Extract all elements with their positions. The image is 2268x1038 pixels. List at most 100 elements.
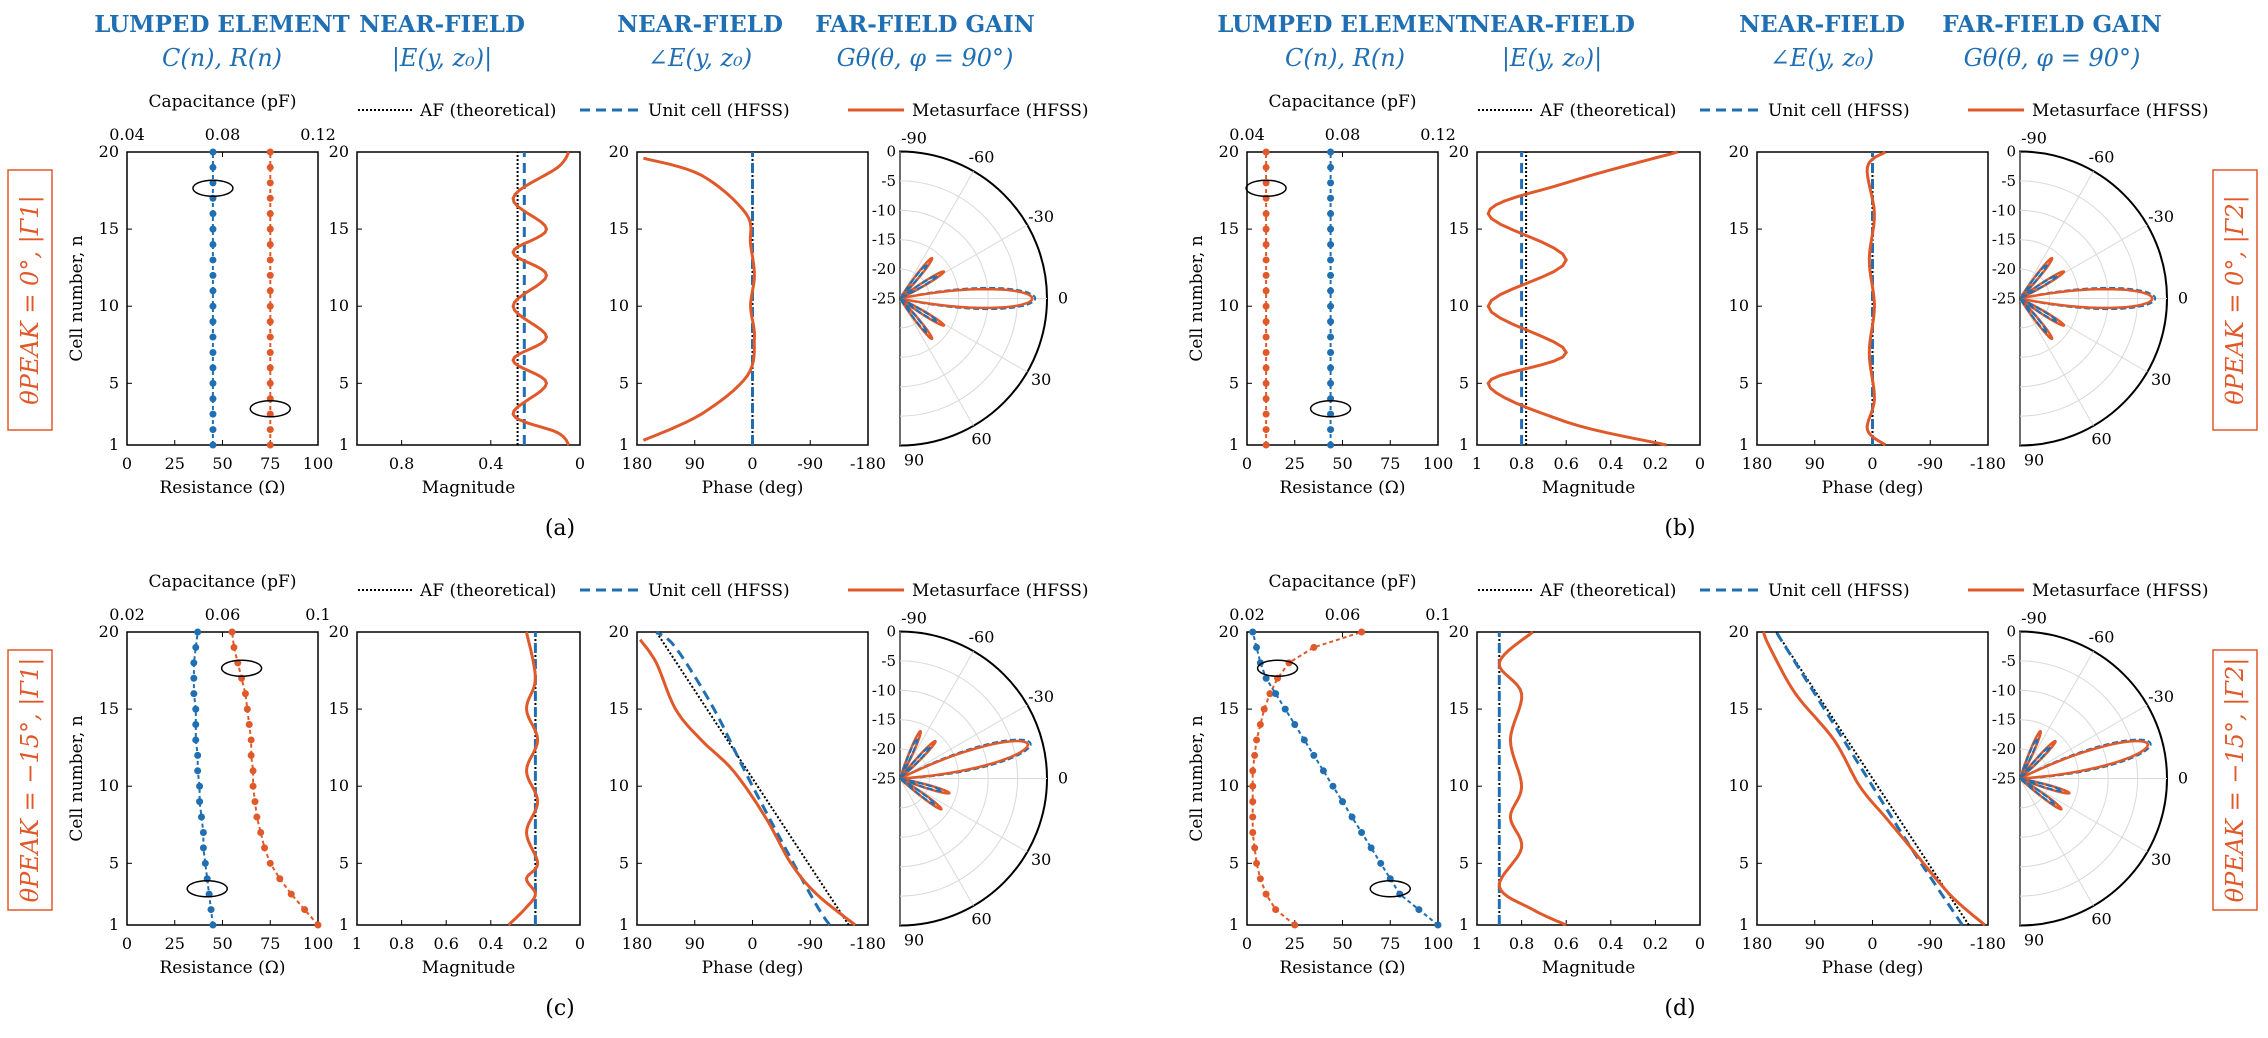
magnitude-tick: 0.8: [389, 934, 414, 953]
phase-tick: 180: [1742, 454, 1773, 473]
phase-axis-label: Phase (deg): [1822, 478, 1924, 498]
polar-lobe: [899, 736, 919, 779]
cell-tick: 15: [329, 219, 349, 238]
magnitude-tick: 0.6: [1553, 454, 1578, 473]
resistance-point: [209, 441, 217, 449]
legend: AF (theoretical) Unit cell (HFSS) Metasurf…: [1478, 101, 2209, 121]
phase-axes-box: [1756, 631, 1989, 926]
capacitance-point: [1291, 721, 1299, 729]
axis-indicator-ellipse: [220, 659, 263, 678]
legend-unit-label: Unit cell (HFSS): [648, 581, 790, 601]
resistance-tick: 0: [1242, 934, 1252, 953]
polar-theta-tick: -60: [2089, 147, 2115, 166]
resistance-point: [230, 643, 238, 651]
capacitance-point: [1327, 163, 1335, 171]
polar-theta-tick: 90: [2024, 451, 2044, 470]
cell-tick: 10: [1219, 296, 1239, 315]
polar-theta-tick: -60: [969, 627, 995, 646]
polar-lobe: [899, 274, 939, 300]
cell-tick: 5: [1739, 853, 1749, 872]
side-label-box: [7, 169, 53, 431]
resistance-point: [1262, 148, 1270, 156]
capacitance-point: [1327, 302, 1335, 310]
legend-af-label: AF (theoretical): [419, 101, 556, 121]
capacitance-point: [1327, 225, 1335, 233]
resistance-point: [209, 318, 217, 326]
resistance-point: [1249, 813, 1257, 821]
phase-tick: 0: [1867, 454, 1877, 473]
resistance-point: [1262, 333, 1270, 341]
resistance-axis-label: Resistance (Ω): [159, 478, 285, 498]
phase-meta-line: [1762, 631, 1986, 927]
capacitance-point: [192, 736, 200, 744]
capacitance-point: [1327, 348, 1335, 356]
polar-theta-tick: 90: [904, 451, 924, 470]
phase-meta-line: [639, 638, 857, 927]
cell-tick: 5: [1739, 373, 1749, 392]
phase-tick: -90: [797, 454, 823, 473]
capacitance-point: [1253, 643, 1261, 651]
phase-axis-label: Phase (deg): [702, 958, 804, 978]
cell-tick: 5: [109, 373, 119, 392]
polar-theta-tick: -30: [2148, 207, 2174, 226]
resistance-tick: 50: [212, 934, 232, 953]
resistance-tick: 25: [1285, 934, 1305, 953]
capacitance-point: [1327, 179, 1335, 187]
magnitude-tick: 0.2: [1643, 934, 1668, 953]
polar-r-tick: -15: [872, 711, 896, 729]
capacitance-point: [1327, 364, 1335, 372]
magnitude-tick: 0.4: [1598, 934, 1623, 953]
polar-theta-tick: 30: [1031, 370, 1051, 389]
capacitance-point: [1327, 333, 1335, 341]
resistance-point: [209, 225, 217, 233]
resistance-tick: 100: [303, 934, 334, 953]
resistance-tick: 0: [1242, 454, 1252, 473]
capacitance-tick: 0.12: [300, 125, 336, 144]
capacitance-point: [199, 844, 207, 852]
resistance-tick: 0: [122, 934, 132, 953]
resistance-point: [209, 148, 217, 156]
cell-tick: 5: [1229, 853, 1239, 872]
polar-r-tick: -10: [1992, 201, 2016, 219]
capacitance-tick: 0.1: [305, 605, 330, 624]
cell-tick: 10: [329, 296, 349, 315]
resistance-point: [228, 628, 236, 636]
resistance-point: [301, 906, 309, 914]
axis-indicator-ellipse: [186, 879, 228, 898]
cell-tick: 10: [1729, 776, 1749, 795]
resistance-point: [287, 890, 295, 898]
magnitude-tick: 0.4: [1598, 454, 1623, 473]
polar-theta-tick: 90: [2024, 931, 2044, 950]
resistance-point: [209, 163, 217, 171]
polar-r-tick: -5: [881, 652, 896, 670]
polar-r-tick: 0: [2006, 143, 2016, 161]
polar-theta-tick: -30: [1028, 687, 1054, 706]
capacitance-point: [266, 210, 274, 218]
cell-tick: 1: [619, 915, 629, 934]
resistance-point: [1249, 798, 1257, 806]
cell-axis-label: Cell number, n: [1187, 235, 1207, 361]
polar-theta-tick: 0: [2178, 289, 2188, 308]
resistance-tick: 25: [165, 934, 185, 953]
header-title: FAR-FIELD GAIN: [1942, 11, 2162, 38]
phase-tick: 90: [1805, 454, 1825, 473]
cell-tick: 15: [329, 699, 349, 718]
cell-tick: 20: [329, 142, 349, 161]
resistance-point: [1262, 364, 1270, 372]
cell-tick: 20: [329, 622, 349, 641]
polar-lobe: [2019, 297, 2049, 335]
header-subtitle: C(n), R(n): [162, 44, 282, 72]
polar-theta-tick: 30: [2151, 370, 2171, 389]
capacitance-point: [190, 690, 198, 698]
capacitance-point: [266, 241, 274, 249]
side-label-text: θPEAK = 0°, |Γ2|: [2221, 195, 2250, 404]
polar-theta-tick: -90: [901, 129, 927, 148]
side-label-text: θPEAK = −15°, |Γ2|: [2221, 658, 2250, 903]
polar-r-tick: -10: [872, 201, 896, 219]
header-subtitle: |E(y, z₀)|: [1502, 44, 1602, 73]
phase-tick: 180: [622, 934, 653, 953]
polar-grid-radial: [899, 170, 974, 299]
resistance-point: [1262, 163, 1270, 171]
resistance-point: [209, 379, 217, 387]
